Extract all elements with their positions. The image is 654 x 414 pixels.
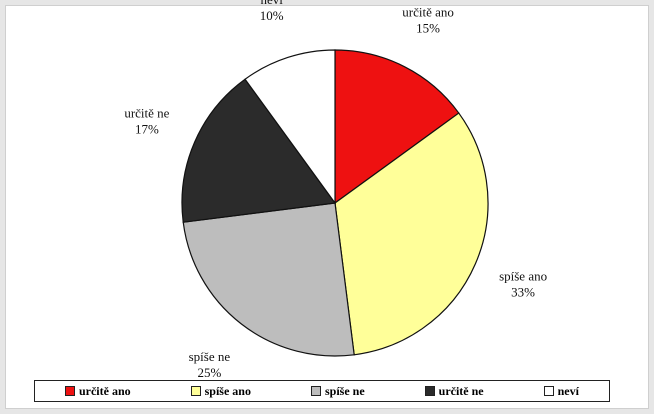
slice-spise-ano	[334, 112, 489, 356]
legend: určitě ano spíše ano spíše ne určitě ne …	[34, 380, 610, 402]
slice-nevi	[244, 49, 336, 205]
slice-urcite-ano	[334, 49, 460, 205]
legend-swatch	[543, 386, 554, 396]
legend-swatch	[424, 386, 435, 396]
slice-label: určitě ano 15%	[402, 4, 454, 35]
pie-slices	[181, 49, 489, 357]
slice-label: spíše ano 33%	[499, 268, 547, 299]
legend-swatch	[310, 386, 321, 396]
legend-item: spíše ne	[310, 383, 365, 399]
slice-label: spíše ne 25%	[189, 349, 231, 380]
legend-label: určitě ne	[438, 383, 484, 398]
legend-item: určitě ano	[64, 383, 131, 399]
legend-label: neví	[557, 383, 579, 398]
slice-label: určitě ne 17%	[124, 106, 169, 137]
slice-spise-ne	[182, 202, 355, 357]
slice-label: neví10%	[260, 0, 284, 23]
legend-label: spíše ano	[204, 383, 251, 398]
legend-label: určitě ano	[78, 383, 131, 398]
legend-item: spíše ano	[190, 383, 251, 399]
pie-labels: určitě ano 15% spíše ano 33% spíše ne 25% urči…	[124, 0, 547, 380]
slice-urcite-ne	[181, 78, 337, 223]
legend-item: určitě ne	[424, 383, 484, 399]
legend-item: neví	[543, 383, 579, 399]
legend-swatch	[64, 386, 75, 396]
legend-swatch	[190, 386, 201, 396]
legend-label: spíše ne	[324, 383, 365, 398]
